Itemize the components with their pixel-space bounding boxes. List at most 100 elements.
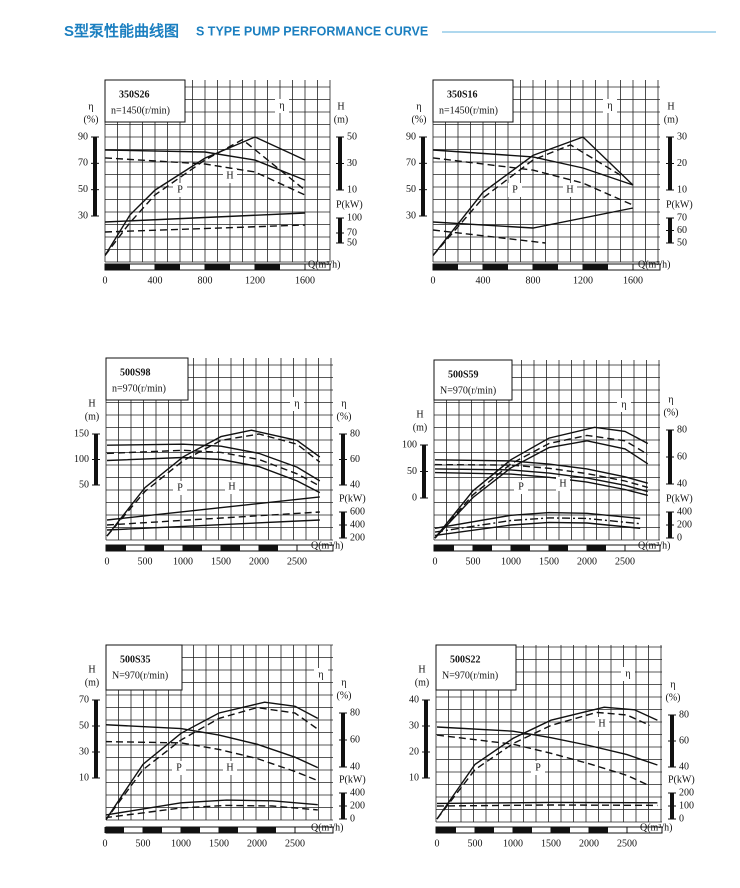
curve-label: P [535,762,541,773]
x-bar [105,544,334,552]
x-tick-label: 2000 [577,556,597,567]
scale-label: η [668,394,673,405]
x-bar-segment [107,545,126,551]
x-tick-label: 0 [103,838,108,849]
scale-unit: (m) [664,114,678,125]
curve-label-bg [563,183,577,197]
scale-unit: (m) [415,677,429,688]
x-tick-label: 500 [136,838,151,849]
x-bar-segment [483,264,508,270]
curve [434,459,648,484]
scale-tick-label: 10 [409,772,419,783]
scale-bar [424,700,428,778]
curve [433,207,634,229]
scale-label: H [416,409,423,420]
scale-tick-label: 50 [78,184,88,195]
x-tick-label: 1500 [539,556,559,567]
scale-label: η [341,677,346,688]
x-tick-label: 2500 [285,838,305,849]
scale-label: H [88,398,95,409]
scale-tick-label: 150 [74,428,89,439]
scale-tick-label: 50 [347,237,357,248]
scale-tick-label: 60 [350,454,360,465]
x-bar-segment [143,827,162,833]
curve [106,724,319,769]
curve-label-bg [595,717,609,731]
curve-label-bg [275,99,289,113]
x-tick-label: 800 [526,275,541,286]
x-bar-segment [257,827,276,833]
scale-tick-label: 50 [347,131,357,142]
curve-label: P [512,184,518,195]
scale-unit: (m) [85,411,99,422]
curve [105,224,306,233]
scale-label: η [88,101,93,112]
scale-tick-label: 80 [679,709,689,720]
scale-tick-label: 40 [350,761,360,772]
scale-tick-label: 200 [350,800,365,811]
x-tick-label: 1000 [171,838,191,849]
curve [433,229,546,244]
scale-tick-label: 400 [677,506,692,517]
curve-label: H [598,718,605,729]
x-bar-segment [533,264,558,270]
curve [105,212,306,223]
x-axis-label: Q(m³/h) [638,540,670,551]
scale-tick-label: 90 [406,131,416,142]
scale-unit: (m) [334,114,348,125]
x-bar-segment [155,264,180,270]
scale-label: H [667,101,674,112]
curve [433,144,621,256]
curve [434,440,649,539]
scale-tick-label: 30 [677,131,687,142]
x-bar-segment [219,827,238,833]
scale-tick-label: 60 [677,451,687,462]
x-bar-segment [181,827,200,833]
curve-label-bg [508,183,522,197]
x-tick-label: 2000 [579,838,599,849]
curve [106,433,321,537]
x-bar-segment [511,545,530,551]
x-bar-segment [205,264,230,270]
scale-label: P(kW) [668,774,695,785]
curve-label: P [177,184,183,195]
curve [106,519,320,531]
curve-label-bg [290,397,304,411]
curve-label: P [177,482,183,493]
scale-tick-label: 200 [350,532,365,543]
model-box [104,79,186,123]
scale-tick-label: 70 [677,212,687,223]
curve-label: H [228,481,235,492]
x-bar-segment [587,545,606,551]
curve-label: H [566,184,573,195]
pump-chart: 350S16 n=1450(r/min) η H P 0 400 800 1200 1600 Q(m… [406,79,693,286]
scale-label: P(kW) [666,199,693,210]
model: 350S16 [447,89,478,100]
scale-tick-label: 80 [350,428,360,439]
scale-label: P(kW) [339,774,366,785]
scale-tick-label: 30 [78,210,88,221]
x-bar-segment [589,827,608,833]
x-tick-label: 0 [435,838,440,849]
curve-label-bg [603,99,617,113]
scale-tick-label: 0 [677,532,682,543]
x-bar [433,544,661,552]
x-bar-segment [437,827,456,833]
scale-unit: (m) [85,677,99,688]
scale-label: H [418,664,425,675]
scale-tick-label: 30 [79,746,89,757]
curve [106,443,321,482]
scale-bar [338,218,342,243]
scale-label: η [670,679,675,690]
curve [434,517,641,533]
x-tick-label: 1600 [623,275,643,286]
curve-label: H [226,170,233,181]
curve-label-bg [514,480,528,494]
x-tick-label: 500 [138,556,153,567]
pump-chart: 500S98 n=970(r/min) η H P 0 500 1000 1500 2000 250… [74,357,366,567]
curve [434,434,649,539]
x-tick-label: 2000 [249,556,269,567]
model: 500S22 [450,654,481,665]
scale-tick-label: 60 [679,735,689,746]
